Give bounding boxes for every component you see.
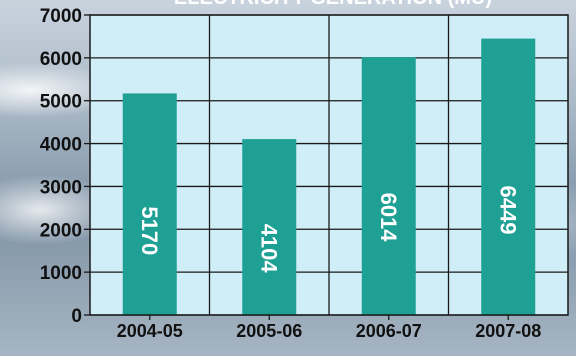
data-label: 5170	[137, 206, 162, 255]
x-tick-label: 2004-05	[117, 321, 183, 341]
axes	[84, 14, 569, 320]
y-tick-label: 2000	[40, 220, 82, 241]
x-tick-labels: 2004-05 2005-06 2006-07 2007-08	[117, 321, 542, 341]
bars	[122, 38, 536, 315]
y-tick-label: 7000	[40, 6, 82, 27]
bar-2005-06	[242, 139, 297, 315]
data-labels: 5170 4104 6014 6449	[137, 185, 521, 273]
y-tick-label: 3000	[40, 177, 82, 198]
y-tick-labels: 0 1000 2000 3000 4000 5000 6000 7000	[40, 6, 82, 327]
y-tick-label: 6000	[40, 49, 82, 70]
y-tick-label: 5000	[40, 92, 82, 113]
chart-title: ELECTRICITY GENERATION (MU)	[174, 0, 492, 9]
data-label: 4104	[256, 224, 281, 274]
y-tick-label: 1000	[40, 263, 82, 284]
bar-2004-05	[122, 93, 177, 315]
y-tick-label: 0	[71, 306, 82, 327]
y-tick-label: 4000	[40, 135, 82, 156]
x-tick-label: 2005-06	[236, 321, 302, 341]
plot-frame	[89, 14, 569, 316]
x-tick-label: 2006-07	[356, 321, 422, 341]
x-tick-label: 2007-08	[475, 321, 541, 341]
data-label: 6014	[376, 193, 401, 243]
bar-2007-08	[481, 38, 536, 315]
data-label: 6449	[495, 185, 520, 234]
bar-2006-07	[361, 57, 416, 315]
